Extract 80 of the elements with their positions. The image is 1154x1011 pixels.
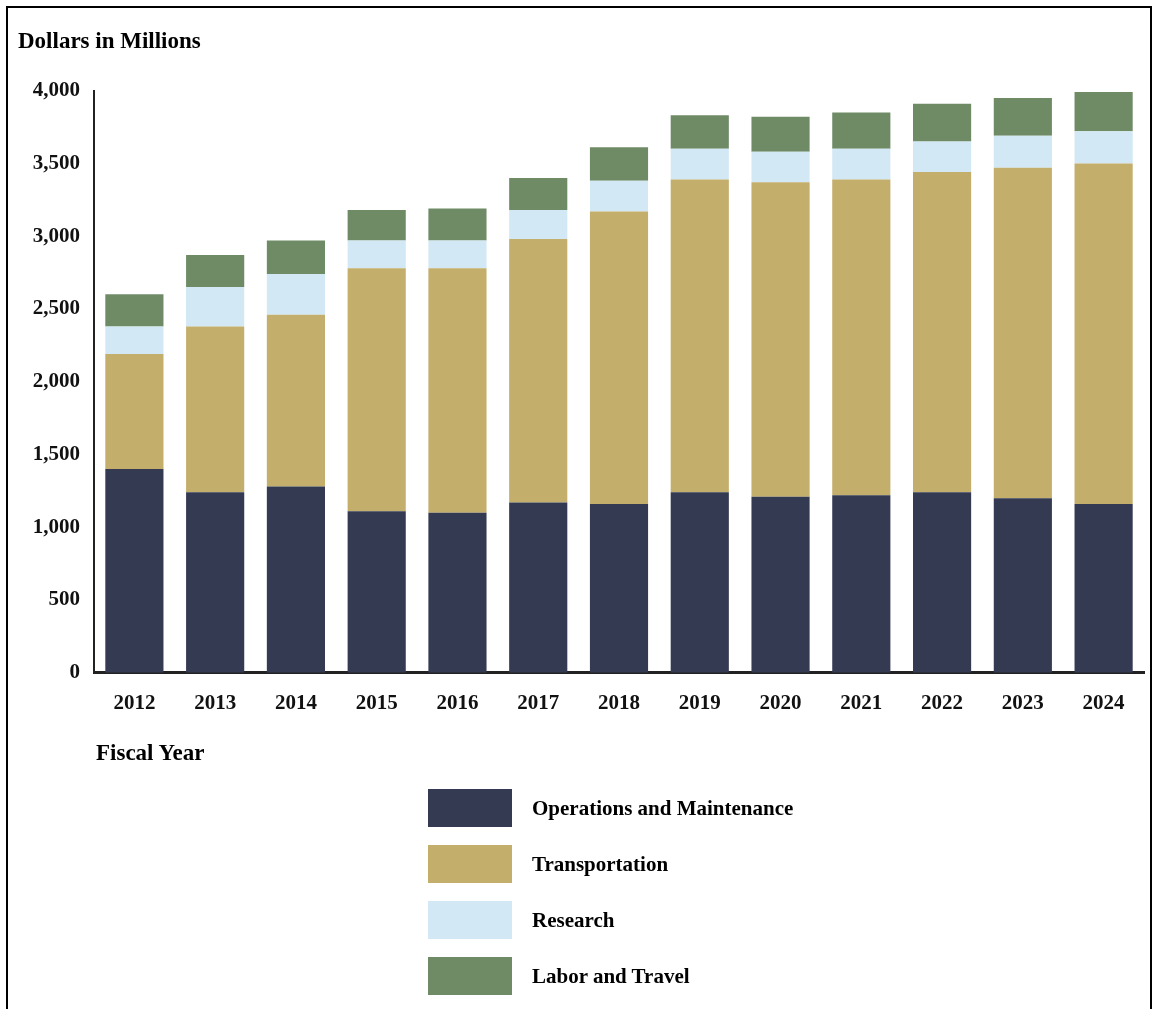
x-tick-label: 2019 <box>678 689 721 714</box>
bar <box>347 240 406 269</box>
bar <box>913 141 972 173</box>
bar <box>105 326 164 355</box>
bar <box>1074 92 1133 132</box>
bar <box>751 182 810 497</box>
bar <box>670 492 729 673</box>
y-axis-title: Dollars in Millions <box>18 28 201 54</box>
bar <box>266 240 325 274</box>
x-tick-label: 2024 <box>1082 689 1126 714</box>
x-tick-label: 2018 <box>598 689 640 714</box>
bar <box>186 326 245 493</box>
x-axis-title: Fiscal Year <box>96 740 205 766</box>
bar <box>589 180 649 212</box>
x-tick-label: 2015 <box>355 689 398 714</box>
bar <box>105 354 164 470</box>
bar <box>428 240 487 269</box>
x-tick-label: 2021 <box>840 689 883 714</box>
bar <box>266 273 325 315</box>
x-tick-label: 2014 <box>274 689 318 714</box>
x-tick-label: 2022 <box>921 689 964 714</box>
bar <box>347 209 406 241</box>
bar <box>509 177 568 210</box>
y-tick-label: 2,500 <box>32 295 80 320</box>
x-tick-label: 2017 <box>517 689 560 714</box>
bar <box>670 179 729 493</box>
bar <box>347 511 406 673</box>
bar <box>993 135 1052 168</box>
legend-label: Labor and Travel <box>532 963 690 989</box>
y-tick-label: 3,000 <box>32 222 80 247</box>
bar <box>428 512 487 673</box>
bar <box>589 147 649 181</box>
y-tick-label: 0 <box>69 659 80 684</box>
y-tick-label: 4,000 <box>32 77 80 102</box>
legend-label: Transportation <box>532 851 669 877</box>
bar <box>913 172 972 493</box>
y-tick-label: 1,000 <box>32 513 80 538</box>
x-tick-label: 2013 <box>194 689 237 714</box>
legend-label: Operations and Maintenance <box>532 795 794 821</box>
bar <box>993 498 1052 673</box>
bar <box>832 148 891 180</box>
bar <box>186 492 245 673</box>
bar <box>105 294 164 327</box>
bar <box>186 255 245 288</box>
bar <box>266 486 325 673</box>
y-tick-label: 500 <box>48 586 80 611</box>
bar <box>993 167 1052 499</box>
y-tick-label: 1,500 <box>32 440 80 465</box>
y-tick-label: 3,500 <box>32 149 80 174</box>
bar <box>509 239 568 503</box>
bar <box>509 209 568 240</box>
bar <box>1074 503 1133 673</box>
bar <box>993 97 1052 136</box>
bar <box>913 492 972 673</box>
bar <box>428 208 487 241</box>
bar <box>428 268 487 513</box>
y-tick-label: 2,000 <box>32 368 80 393</box>
bar <box>832 495 891 673</box>
x-tick-label: 2023 <box>1001 689 1044 714</box>
bar <box>751 116 810 152</box>
bar <box>913 103 972 142</box>
bar <box>509 502 568 673</box>
bar <box>105 469 164 673</box>
x-tick-label: 2020 <box>759 689 802 714</box>
bar <box>751 496 810 673</box>
bar <box>751 151 810 183</box>
bar <box>832 179 891 496</box>
x-tick-label: 2012 <box>113 689 156 714</box>
legend-label: Research <box>532 907 615 933</box>
bar <box>670 148 729 180</box>
bar <box>670 115 729 149</box>
bar <box>589 503 649 673</box>
bar <box>186 287 245 327</box>
x-tick-label: 2016 <box>436 689 479 714</box>
bar <box>832 112 891 149</box>
bar <box>347 268 406 512</box>
bar <box>1074 131 1133 164</box>
bar <box>589 211 649 504</box>
bar <box>266 314 325 487</box>
bar <box>1074 163 1133 504</box>
